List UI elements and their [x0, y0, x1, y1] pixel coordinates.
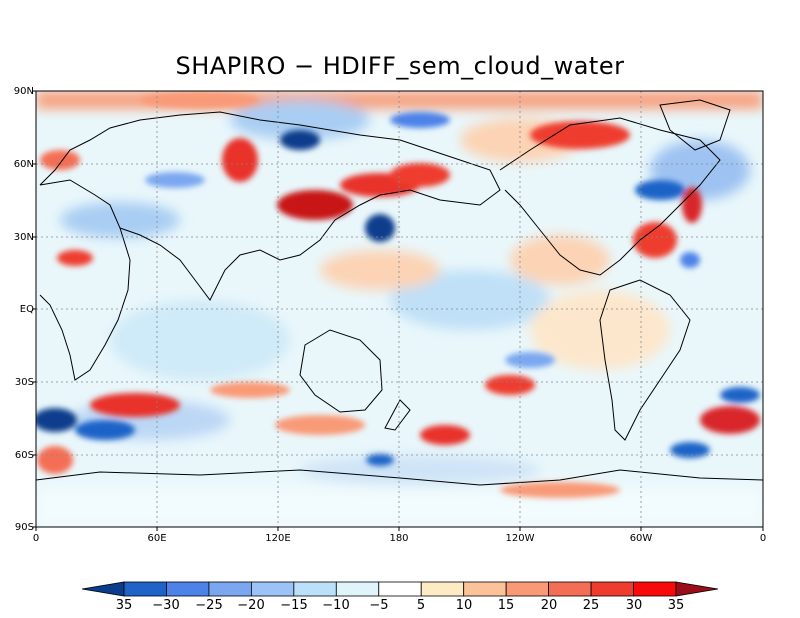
colorbar-swatch: [420, 581, 465, 597]
lat-label-60s: 60S: [14, 450, 34, 461]
colorbar-label: 25: [582, 598, 600, 613]
colorbar-swatch: [81, 581, 125, 597]
chart-title: SHAPIRO − HDIFF_sem_cloud_water: [175, 52, 625, 80]
lon-label-120e: 120E: [265, 533, 291, 544]
lat-label-90s: 90S: [14, 522, 34, 533]
coastlines: [36, 99, 763, 486]
lat-label-30n: 30N: [13, 232, 34, 243]
colorbar-swatch: [675, 581, 719, 597]
colorbar-label: 5: [416, 598, 426, 613]
axis-ticks: [32, 90, 764, 531]
colorbar-swatch: [548, 581, 592, 597]
colorbar-swatch: [208, 581, 252, 597]
colorbar-label: −25: [195, 598, 223, 613]
colorbar-label: −30: [152, 598, 180, 613]
lon-label-0-east: 0: [759, 533, 767, 544]
colorbar-label: 10: [455, 598, 473, 613]
lon-label-60w: 60W: [629, 533, 653, 544]
lat-label-eq: EQ: [19, 304, 34, 315]
colorbar-swatch: [123, 581, 167, 597]
colorbar-label: 15: [497, 598, 515, 613]
lat-label-30s: 30S: [14, 377, 34, 388]
colorbar-swatch: [293, 581, 337, 597]
grid: [36, 91, 763, 527]
colorbar: [81, 581, 719, 597]
colorbar-label: −10: [322, 598, 350, 613]
lon-label-60e: 60E: [147, 533, 167, 544]
colorbar-label: −20: [237, 598, 265, 613]
colorbar-swatch: [166, 581, 210, 597]
colorbar-swatch: [463, 581, 507, 597]
lat-label-60n: 60N: [13, 159, 34, 170]
colorbar-label: 35: [667, 598, 685, 613]
colorbar-label: −15: [280, 598, 308, 613]
colorbar-swatch: [250, 581, 295, 597]
colorbar-swatch: [633, 581, 677, 597]
colorbar-swatch: [378, 581, 422, 597]
colorbar-label: −5: [369, 598, 389, 613]
lat-label-90n: 90N: [13, 86, 34, 97]
lon-label-180: 180: [389, 533, 409, 544]
colorbar-swatch: [590, 581, 634, 597]
colorbar-label: 35: [115, 598, 133, 613]
lon-label-120w: 120W: [505, 533, 535, 544]
colorbar-swatch: [335, 581, 380, 597]
lon-label-0: 0: [32, 533, 40, 544]
colorbar-swatch: [505, 581, 550, 597]
colorbar-label: 20: [540, 598, 558, 613]
colorbar-label: 30: [625, 598, 643, 613]
